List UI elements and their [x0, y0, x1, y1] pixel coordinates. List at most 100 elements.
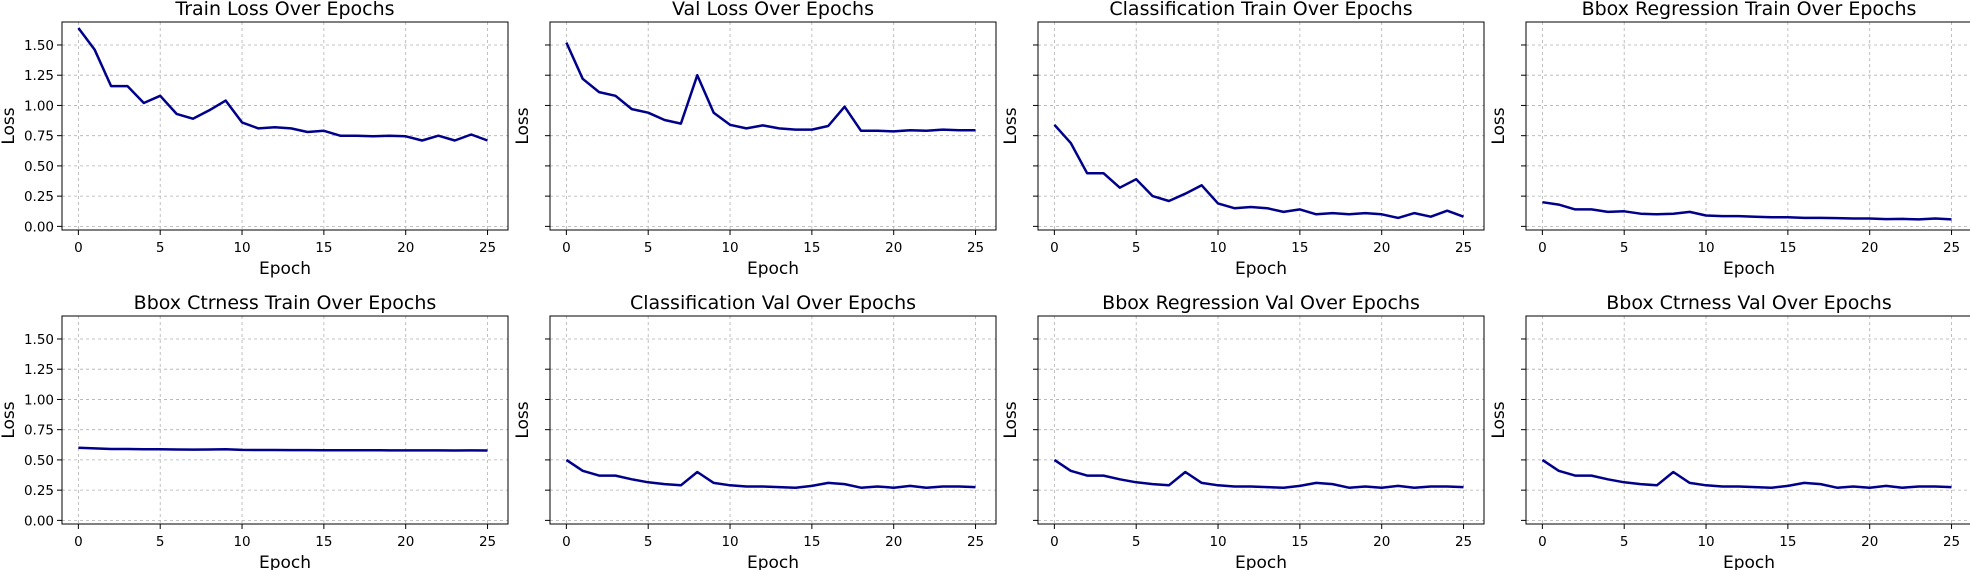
y-tick-label: 1.50 [24, 38, 54, 54]
x-tick-label: 5 [1132, 534, 1141, 550]
plot-frame [549, 21, 997, 231]
y-tick-label: 0.75 [24, 129, 54, 145]
x-tick-label: 0 [1050, 240, 1059, 256]
chart-panel-5: 0 5 10 15 20 25 0.00 0.25 0.50 0.75 1.00 1.25 1.50 Bb… [0, 292, 509, 570]
y-tick-label: 0.25 [24, 483, 54, 499]
x-tick-label: 15 [315, 534, 332, 550]
y-tick-label: 0.25 [24, 189, 54, 205]
y-tick-label: 1.25 [24, 362, 54, 378]
x-axis-label: Epoch [747, 259, 799, 279]
x-tick-label: 20 [885, 240, 902, 256]
chart-title: Bbox Regression Val Over Epochs [1102, 292, 1420, 314]
x-tick-label: 15 [315, 240, 332, 256]
x-tick-label: 5 [644, 534, 653, 550]
y-tick-label: 1.25 [24, 68, 54, 84]
x-tick-label: 20 [1373, 240, 1390, 256]
chart-title: Classification Train Over Epochs [1109, 0, 1412, 20]
chart-panel-2: 0 5 10 15 20 25 Val Loss Over Epochs Epoch Loss [513, 0, 997, 279]
x-tick-label: 20 [397, 240, 414, 256]
x-tick-label: 20 [397, 534, 414, 550]
plot-frame [61, 21, 509, 231]
y-axis-label: Loss [1001, 401, 1021, 438]
x-tick-label: 25 [1455, 534, 1472, 550]
plot-frame [1525, 315, 1970, 525]
x-tick-label: 25 [479, 240, 496, 256]
chart-panel-6: 0 5 10 15 20 25 Classification Val Over Epochs… [513, 292, 997, 570]
series-line [1053, 123, 1464, 220]
x-tick-label: 10 [721, 240, 738, 256]
y-axis-label: Loss [1489, 401, 1509, 438]
x-tick-label: 0 [1050, 534, 1059, 550]
x-tick-label: 20 [1373, 534, 1390, 550]
x-axis-label: Epoch [1723, 553, 1775, 570]
chart-panel-1: 0 5 10 15 20 25 0.00 0.25 0.50 0.75 1.00 1.25 1.50 Tr… [0, 0, 509, 279]
x-tick-label: 5 [644, 240, 653, 256]
series-line [77, 27, 488, 142]
x-tick-label: 0 [562, 240, 571, 256]
x-tick-label: 15 [1779, 534, 1796, 550]
series-line [1542, 200, 1952, 221]
y-tick-label: 0.50 [24, 453, 54, 469]
x-axis-label: Epoch [747, 553, 799, 570]
series-line [565, 458, 976, 489]
chart-title: Train Loss Over Epochs [174, 0, 394, 20]
x-tick-label: 10 [1697, 534, 1714, 550]
y-axis-label: Loss [1489, 107, 1509, 144]
x-tick-label: 10 [1209, 240, 1226, 256]
series-line [565, 42, 976, 133]
y-tick-label: 1.00 [24, 392, 54, 408]
plot-frame [1525, 21, 1970, 231]
y-tick-label: 0.00 [24, 513, 54, 529]
y-tick-label: 1.50 [24, 332, 54, 348]
x-tick-label: 25 [1943, 240, 1960, 256]
y-axis-label: Loss [0, 401, 19, 438]
series-line [1053, 458, 1464, 489]
chart-title: Classification Val Over Epochs [630, 292, 916, 314]
x-tick-label: 5 [156, 534, 165, 550]
x-tick-label: 25 [967, 534, 984, 550]
x-tick-label: 5 [1620, 240, 1629, 256]
x-tick-label: 10 [1697, 240, 1714, 256]
x-tick-label: 0 [1538, 534, 1547, 550]
plot-frame [61, 315, 509, 525]
y-axis-label: Loss [513, 401, 533, 438]
x-tick-label: 5 [1132, 240, 1141, 256]
chart-title: Bbox Ctrness Train Over Epochs [134, 292, 437, 314]
chart-title: Val Loss Over Epochs [672, 0, 874, 20]
x-tick-label: 25 [1455, 240, 1472, 256]
x-tick-label: 5 [156, 240, 165, 256]
x-tick-label: 15 [803, 240, 820, 256]
y-axis-label: Loss [1001, 107, 1021, 144]
x-tick-label: 20 [1861, 534, 1878, 550]
y-tick-label: 0.50 [24, 159, 54, 175]
x-tick-label: 20 [885, 534, 902, 550]
x-tick-label: 0 [74, 240, 83, 256]
x-tick-label: 0 [74, 534, 83, 550]
x-axis-label: Epoch [1235, 553, 1287, 570]
chart-panel-8: 0 5 10 15 20 25 Bbox Ctrness Val Over Epochs Ep… [1489, 292, 1970, 570]
chart-title: Bbox Regression Train Over Epochs [1582, 0, 1917, 20]
chart-title: Bbox Ctrness Val Over Epochs [1606, 292, 1891, 314]
x-tick-label: 10 [1209, 534, 1226, 550]
chart-panel-7: 0 5 10 15 20 25 Bbox Regression Val Over Epoch… [1001, 292, 1485, 570]
x-axis-label: Epoch [259, 259, 311, 279]
x-tick-label: 20 [1861, 240, 1878, 256]
x-tick-label: 25 [967, 240, 984, 256]
x-tick-label: 0 [1538, 240, 1547, 256]
y-tick-label: 0.00 [24, 219, 54, 235]
x-tick-label: 25 [479, 534, 496, 550]
x-tick-label: 15 [1291, 240, 1308, 256]
x-tick-label: 15 [1291, 534, 1308, 550]
y-axis-label: Loss [513, 107, 533, 144]
plot-frame [1037, 315, 1485, 525]
x-tick-label: 15 [1779, 240, 1796, 256]
x-tick-label: 10 [233, 534, 250, 550]
y-tick-label: 0.75 [24, 423, 54, 439]
x-axis-label: Epoch [1723, 259, 1775, 279]
x-axis-label: Epoch [1235, 259, 1287, 279]
x-tick-label: 15 [803, 534, 820, 550]
x-tick-label: 10 [233, 240, 250, 256]
x-tick-label: 0 [562, 534, 571, 550]
series-line [1541, 458, 1952, 489]
